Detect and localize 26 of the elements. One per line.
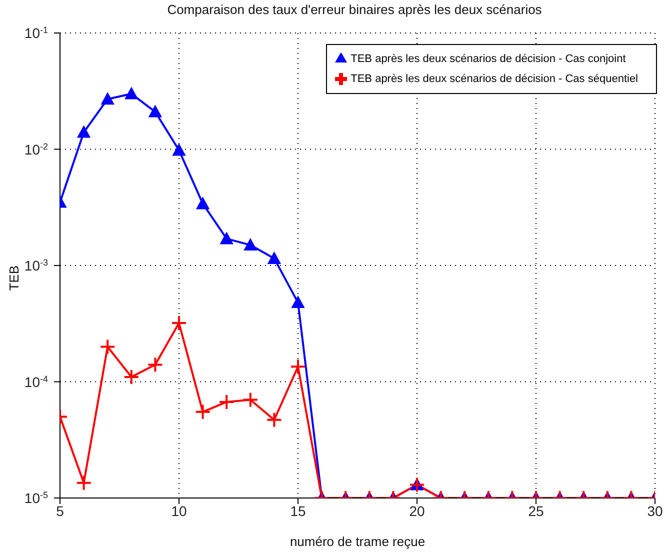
point [220, 232, 234, 244]
x-axis-title: numéro de trame reçue [290, 534, 426, 549]
x-tick-label: 20 [409, 502, 425, 519]
point [101, 92, 114, 105]
x-tick-label: 5 [56, 502, 64, 519]
y-axis-title: TEB [6, 266, 22, 291]
chart-title: Comparaison des taux d'erreur binaires après les deux scénarios [166, 2, 543, 17]
y-tick-label: 10$^{-5}$ [24, 490, 48, 506]
x-tick-label: 30 [647, 502, 663, 519]
legend-label: TEB après les deux scénarios de décision - Cas conjoint [350, 53, 626, 65]
point [148, 105, 162, 118]
point [268, 252, 281, 264]
point [172, 144, 186, 156]
point [77, 126, 90, 138]
point [292, 296, 304, 308]
x-tick-label: 25 [528, 502, 544, 519]
x-tick-label: 15 [290, 502, 306, 519]
y-tick-label: 10$^{-4}$ [24, 374, 48, 390]
point [124, 87, 138, 100]
y-tick-label: 10$^{-2}$ [24, 141, 48, 158]
y-tick-label: 10$^{-3}$ [24, 258, 48, 274]
point [196, 197, 210, 210]
legend-label: TEB après les deux scénarios de décision - Cas séquentiel [350, 73, 638, 85]
x-tick-label: 10 [171, 502, 187, 519]
point [244, 238, 257, 251]
y-tick-label: 10$^{-1}$ [24, 25, 48, 41]
